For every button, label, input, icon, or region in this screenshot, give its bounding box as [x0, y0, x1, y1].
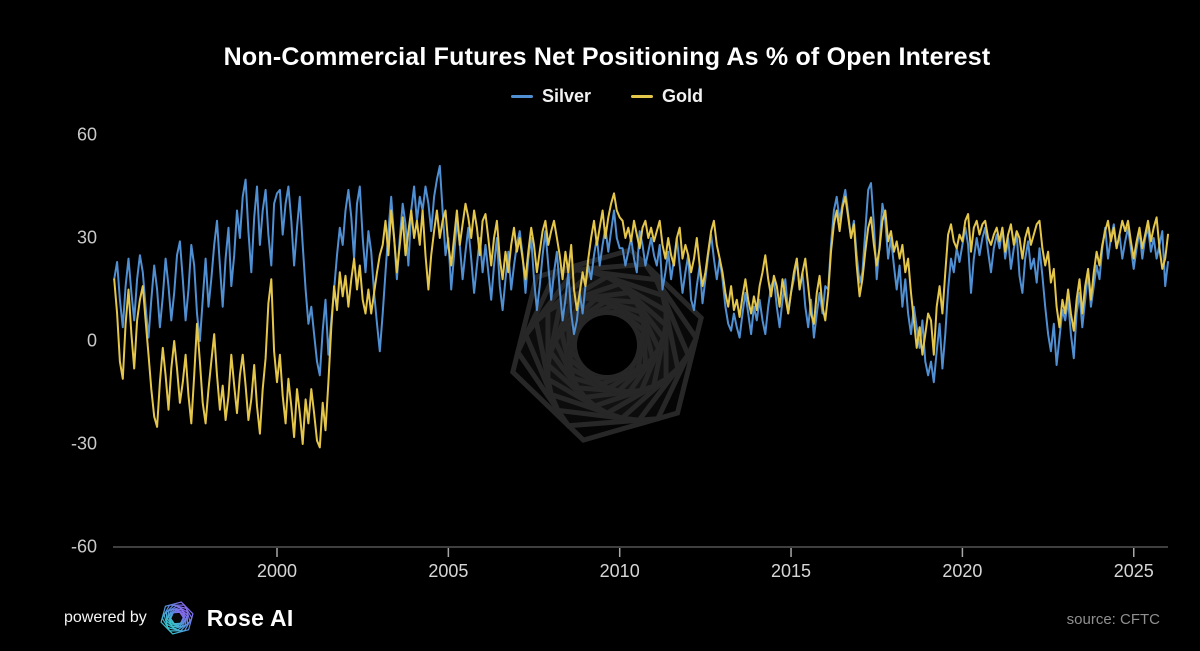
- source-text: source: CFTC: [1066, 611, 1160, 628]
- rose-ai-watermark-icon: [510, 247, 704, 443]
- chart-title: Non-Commercial Futures Net Positioning A…: [223, 43, 991, 71]
- x-tick-label: 2015: [771, 561, 812, 581]
- powered-by-text: powered by: [64, 609, 147, 626]
- x-tick-label: 2010: [599, 561, 640, 581]
- x-tick-label: 2000: [256, 561, 298, 581]
- y-tick-label: -60: [70, 536, 97, 557]
- rose-ai-logo-icon: [160, 601, 194, 635]
- x-tick-label: 2025: [1113, 561, 1154, 581]
- legend-item-silver[interactable]: Silver: [510, 86, 592, 107]
- brand-name: Rose AI: [206, 604, 294, 631]
- gold-legend-label: Gold: [662, 86, 704, 106]
- y-tick-label: 60: [76, 124, 97, 145]
- gold-line: [113, 192, 1169, 449]
- y-tick-label: 30: [76, 227, 97, 248]
- y-tick-label: -30: [70, 433, 97, 454]
- y-tick-label: 0: [86, 330, 97, 351]
- powered-by[interactable]: powered by Rose AI: [64, 597, 294, 639]
- x-tick-label: 2020: [942, 561, 983, 581]
- gold-legend-swatch-icon: [631, 95, 654, 98]
- silver-legend-swatch-icon: [510, 95, 533, 98]
- x-tick-label: 2005: [428, 561, 469, 581]
- legend: Silver Gold: [14, 86, 1200, 107]
- silver-legend-label: Silver: [541, 86, 592, 106]
- legend-item-gold[interactable]: Gold: [631, 86, 703, 107]
